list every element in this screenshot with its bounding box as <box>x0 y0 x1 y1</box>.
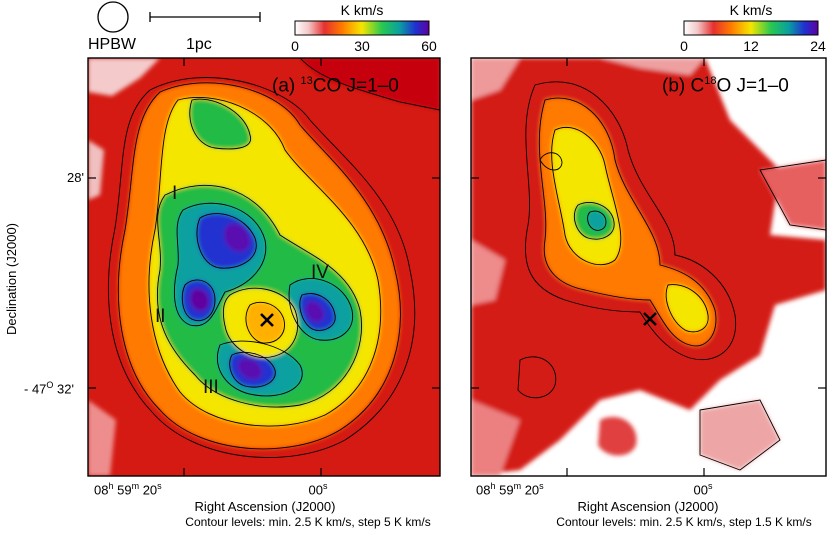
annotation-II: II <box>155 306 166 327</box>
annotation-III: III <box>203 377 219 398</box>
panel-a-title-suffix: CO J=1–0 <box>312 75 399 97</box>
panel-b-title-suffix: O J=1–0 <box>716 75 789 97</box>
y-tick-32: - 47O 32' <box>24 380 74 397</box>
marker-a <box>260 313 274 327</box>
scale-label: 1pc <box>186 36 212 53</box>
y-axis-label: Declination (J2000) <box>4 222 19 335</box>
beam-label: HPBW <box>88 36 136 53</box>
colorbar-b-tick: 24 <box>810 38 826 54</box>
scale-bar <box>149 12 261 22</box>
colorbar-b-unit: K km/s <box>729 2 773 18</box>
colorbar-a-tick: 30 <box>354 38 370 54</box>
x-axis-label-b: Right Ascension (J2000) <box>577 499 719 514</box>
x-tick-b-m: m <box>513 481 522 491</box>
x-tick-b-sec1: 20 <box>524 482 540 498</box>
x-tick-a-20s: 08h 59m 20s <box>94 481 162 498</box>
annotation-IV: IV <box>311 262 329 283</box>
ticks-a <box>88 58 440 476</box>
panel-b-title-isotope: 18 <box>704 75 717 87</box>
x-tick-a-s2: s <box>322 481 328 491</box>
y-tick-28: 28' <box>67 170 84 185</box>
beam-circle <box>97 1 129 33</box>
ticks-b <box>471 58 826 476</box>
x-tick-b-hours: 08 <box>476 482 491 498</box>
contour-levels-b: Contour levels: min. 2.5 K km/s, step 1.… <box>556 515 812 529</box>
x-tick-b-s1: s <box>539 481 544 491</box>
x-tick-a-h: h <box>108 481 114 491</box>
x-tick-b-00s: 00s <box>693 481 713 498</box>
x-tick-a-hours: 08 <box>94 482 109 498</box>
colorbar-b <box>683 20 819 36</box>
colorbar-b-tick: 0 <box>680 38 688 54</box>
x-tick-a-sec1: 20 <box>142 482 158 498</box>
x-tick-a-s1: s <box>157 481 162 491</box>
frame-b <box>470 57 827 477</box>
x-tick-b-s2: s <box>707 481 713 491</box>
x-tick-b-minutes: 59 <box>499 482 514 498</box>
frame-a <box>87 57 441 477</box>
panel-b-title-prefix: (b) C <box>662 75 705 97</box>
x-tick-a-00s: 00s <box>308 481 328 498</box>
x-tick-a-sec2: 00 <box>308 482 323 498</box>
panel-a-title-prefix: (a) <box>272 75 301 97</box>
colorbar-a-tick: 60 <box>421 38 437 54</box>
x-axis-label-a: Right Ascension (J2000) <box>194 499 336 514</box>
colorbar-b-tick: 12 <box>743 38 759 54</box>
map-b <box>471 58 826 476</box>
x-tick-b-h: h <box>490 481 496 491</box>
colorbar-a-tick: 0 <box>291 38 299 54</box>
x-tick-a-m: m <box>131 481 140 491</box>
annotation-I: I <box>172 183 178 204</box>
colorbar-a-unit: K km/s <box>340 2 384 18</box>
x-tick-a-minutes: 59 <box>117 482 132 498</box>
panel-a-title: (a) 13CO J=1–0 <box>272 75 399 97</box>
y-tick-32-deg-sign: O <box>46 380 54 390</box>
panel-a-title-isotope: 13 <box>300 75 313 87</box>
y-tick-32-deg: - 47 <box>24 381 47 397</box>
panel-b-title: (b) C18O J=1–0 <box>662 75 789 97</box>
y-tick-32-min: 32' <box>53 381 74 397</box>
contour-levels-a: Contour levels: min. 2.5 K km/s, step 5 … <box>185 515 431 529</box>
x-tick-b-sec2: 00 <box>693 482 708 498</box>
x-tick-b-20s: 08h 59m 20s <box>476 481 544 498</box>
colorbar-a <box>294 20 430 36</box>
map-a <box>88 58 440 476</box>
marker-b <box>643 312 657 326</box>
